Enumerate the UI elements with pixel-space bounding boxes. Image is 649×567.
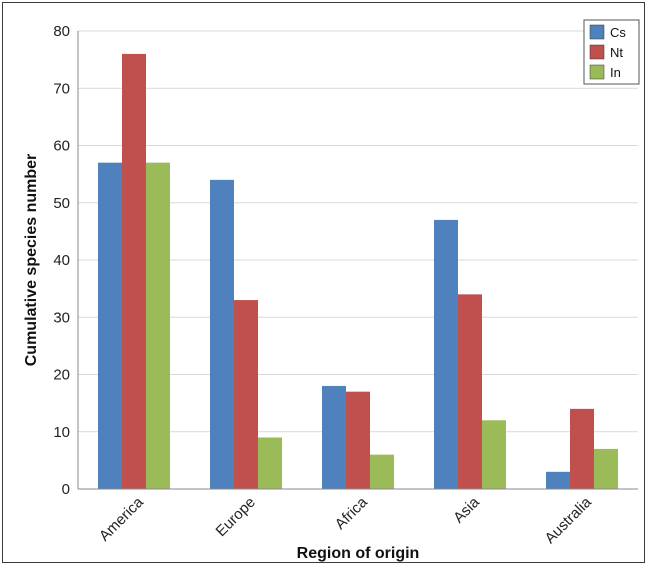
legend-swatch-nt xyxy=(589,44,605,60)
y-tick-label: 30 xyxy=(53,309,70,326)
legend-label-in: In xyxy=(610,65,621,80)
legend-swatch-in xyxy=(589,64,605,80)
bar-nt-america xyxy=(122,53,146,490)
bar-cs-africa xyxy=(322,385,346,489)
bar-in-america xyxy=(146,162,170,490)
bar-in-asia xyxy=(482,420,506,489)
x-axis-title: Region of origin xyxy=(297,545,420,562)
bar-nt-australia xyxy=(570,408,594,489)
y-tick-label: 40 xyxy=(53,252,70,269)
x-tick-labels: America Europe Africa Asia Australia xyxy=(96,493,595,547)
y-tick-label: 70 xyxy=(53,80,70,97)
x-tick-label: Europe xyxy=(213,494,259,540)
x-tick-label: Asia xyxy=(450,493,483,526)
legend-label-nt: Nt xyxy=(610,45,623,60)
y-tick-label: 0 xyxy=(62,481,70,498)
bars xyxy=(98,53,618,490)
bar-nt-asia xyxy=(458,294,482,489)
y-tick-label: 80 xyxy=(53,23,70,40)
y-tick-label: 50 xyxy=(53,195,70,212)
y-tick-label: 10 xyxy=(53,424,70,441)
bar-nt-europe xyxy=(234,300,258,489)
bar-cs-europe xyxy=(210,179,234,489)
y-tick-labels: 0 10 20 30 40 50 60 70 80 xyxy=(53,23,70,498)
x-tick-label: Africa xyxy=(332,493,372,533)
bar-in-europe xyxy=(258,437,282,489)
x-tick-label: America xyxy=(96,493,147,544)
bar-cs-america xyxy=(98,162,122,490)
y-tick-label: 20 xyxy=(53,367,70,384)
bar-in-australia xyxy=(594,448,618,489)
y-tick-label: 60 xyxy=(53,138,70,155)
bar-nt-africa xyxy=(346,391,370,489)
x-tick-label: Australia xyxy=(542,493,596,547)
bar-in-africa xyxy=(370,454,394,489)
legend-swatch-cs xyxy=(589,24,605,40)
legend: Cs Nt In xyxy=(583,19,640,85)
y-axis-title: Cumulative species number xyxy=(23,154,40,367)
bar-cs-asia xyxy=(434,219,458,490)
legend-label-cs: Cs xyxy=(610,25,626,40)
bar-cs-australia xyxy=(546,471,570,489)
gridlines xyxy=(78,30,638,433)
